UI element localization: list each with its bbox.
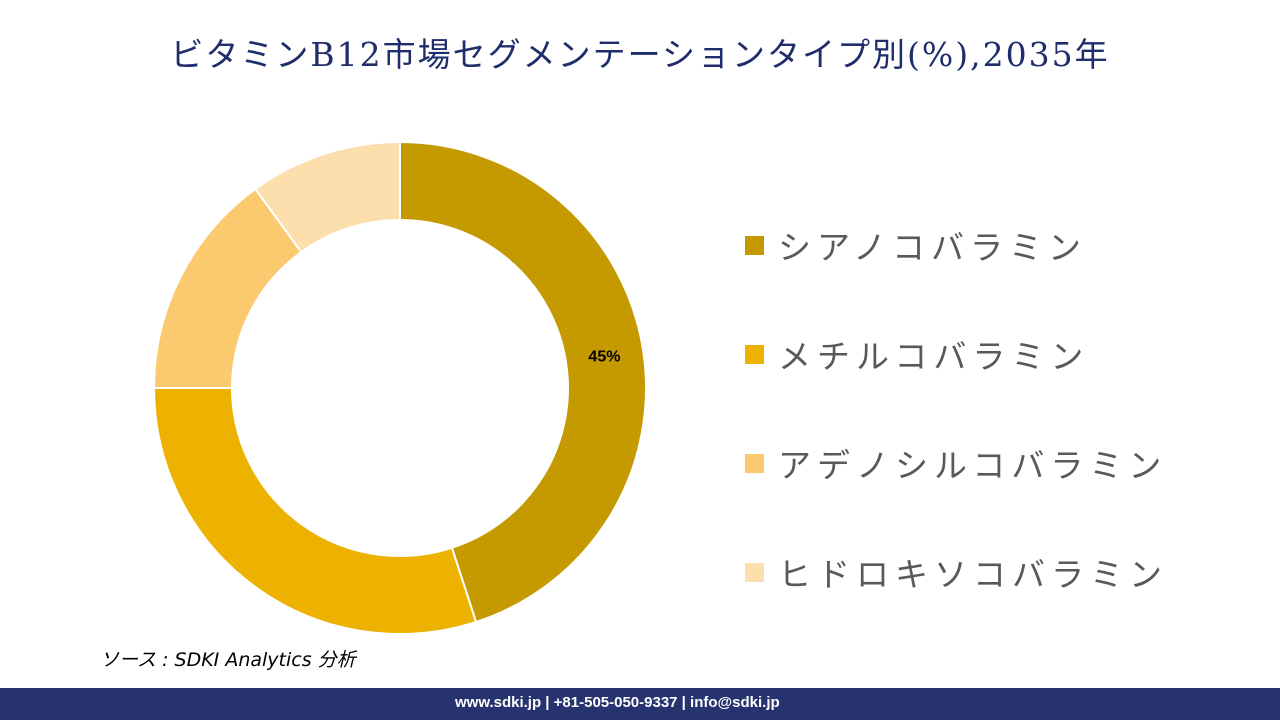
legend-swatch [745, 453, 764, 473]
legend-label: ヒドロキソコバラミン [778, 555, 1168, 594]
legend: シアノコバラミン メチルコバラミン アデノシルコバラミン ヒドロキソコバラミン [745, 222, 1168, 658]
legend-item: ヒドロキソコバラミン [745, 549, 1168, 595]
legend-label: メチルコバラミン [778, 337, 1090, 376]
legend-swatch [745, 235, 764, 255]
donut-slice-1 [399, 140, 647, 624]
legend-item: メチルコバラミン [745, 331, 1168, 377]
donut-slice-4 [254, 140, 401, 254]
legend-label: シアノコバラミン [778, 228, 1088, 267]
footer-contact: www.sdki.jp | +81-505-050-9337 | info@sd… [455, 694, 780, 711]
donut-slice-2 [152, 387, 478, 635]
chart-title: ビタミンB12市場セグメンテーションタイプ別(%),2035年 [170, 35, 1110, 74]
legend-swatch [745, 562, 764, 582]
legend-item: アデノシルコバラミン [745, 440, 1168, 486]
legend-swatch [745, 344, 764, 364]
legend-label: アデノシルコバラミン [778, 446, 1168, 485]
data-label: 45% [588, 349, 620, 366]
source-note: ソース : SDKI Analytics 分析 [100, 649, 356, 671]
footer-bar: www.sdki.jp | +81-505-050-9337 | info@sd… [0, 688, 1280, 720]
legend-item: シアノコバラミン [745, 222, 1168, 268]
